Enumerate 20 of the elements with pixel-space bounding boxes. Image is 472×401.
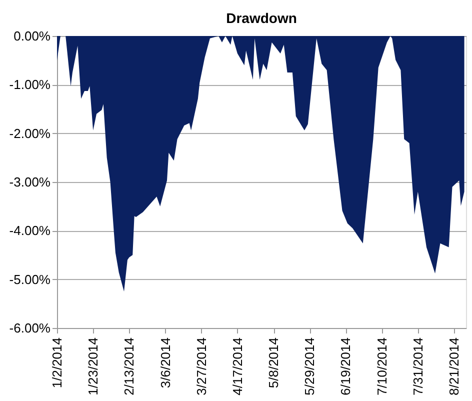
- x-tick-label: 7/31/2014: [410, 338, 426, 396]
- y-tick-label: -6.00%: [9, 320, 51, 336]
- x-tick-label: 7/10/2014: [374, 338, 390, 396]
- x-tick-label: 6/19/2014: [338, 338, 354, 396]
- x-tick-label: 4/17/2014: [230, 338, 245, 396]
- x-tick-label: 5/8/2014: [266, 338, 282, 388]
- y-tick-label: 0.00%: [14, 28, 51, 44]
- y-tick-label: -2.00%: [9, 126, 51, 141]
- x-tick-label: 3/6/2014: [158, 338, 173, 388]
- x-tick-label: 5/29/2014: [302, 338, 318, 396]
- y-tick-label: -4.00%: [9, 223, 51, 238]
- chart-title: Drawdown: [226, 10, 297, 26]
- y-tick-label: -3.00%: [9, 174, 51, 190]
- x-tick-label: 1/2/2014: [50, 338, 64, 388]
- x-tick-label: 1/23/2014: [86, 338, 101, 396]
- x-tick-label: 2/13/2014: [122, 338, 137, 396]
- y-tick-label: -1.00%: [9, 77, 51, 92]
- y-tick-label: -5.00%: [9, 272, 51, 287]
- x-tick-label: 8/21/2014: [446, 338, 462, 396]
- x-tick-label: 3/27/2014: [194, 338, 209, 396]
